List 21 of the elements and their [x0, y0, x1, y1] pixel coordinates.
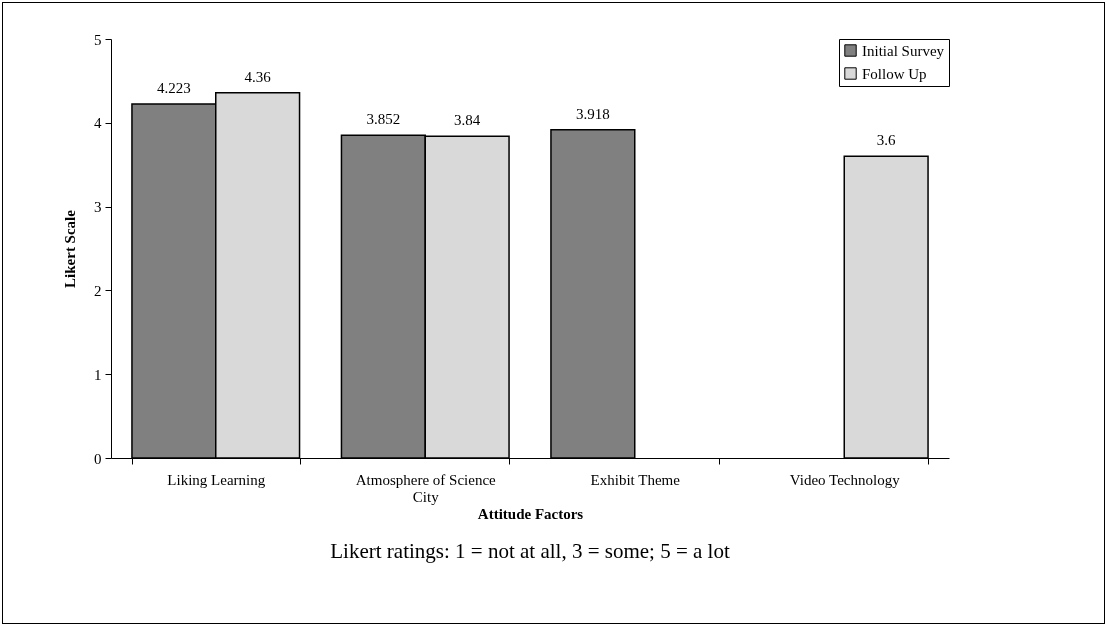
data-label: 3.852	[366, 111, 401, 128]
y-tick-label: 5	[94, 31, 102, 48]
x-axis-title: Attitude Factors	[477, 505, 584, 522]
y-tick-label: 3	[94, 199, 102, 216]
y-tick-label: 2	[94, 282, 102, 299]
data-label: 3.84	[454, 112, 481, 129]
y-tick-label: 1	[94, 366, 102, 383]
x-tick-label: Atmosphere of Science City	[355, 471, 497, 505]
legend-label: Initial Survey	[862, 42, 945, 59]
legend-label: Follow Up	[862, 65, 927, 82]
data-label: 3.6	[876, 132, 897, 149]
x-tick-label: Video Technology	[789, 471, 901, 488]
y-axis-title: Likert Scale	[62, 209, 78, 288]
text: Likert ratings: 1 = not at all, 3 = some; 5 = a lot	[330, 539, 730, 563]
y-tick-label: 0	[94, 450, 102, 467]
x-tick-label: Exhibit Theme	[590, 471, 681, 488]
data-label: 4.36	[244, 68, 272, 85]
x-tick-label: Liking Learning	[167, 471, 266, 488]
data-label: 3.918	[575, 105, 610, 122]
y-tick-label: 4	[94, 115, 102, 132]
data-label: 4.223	[156, 80, 191, 97]
